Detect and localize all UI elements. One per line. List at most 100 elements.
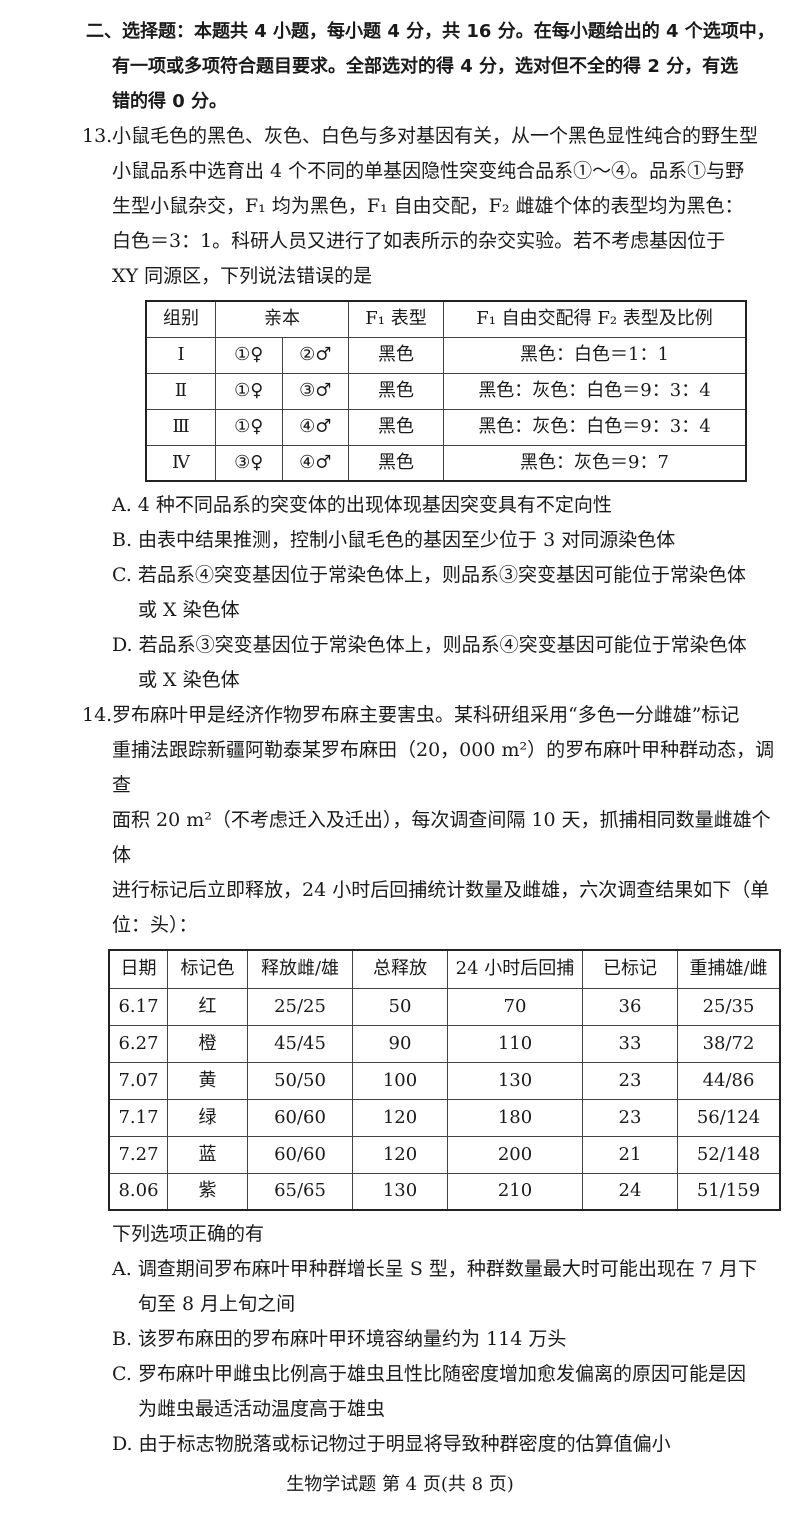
cell: 橙 [167,1024,248,1063]
cell: 紫 [167,1172,248,1211]
cell: 44/86 [677,1061,781,1100]
cell: 黑色 [348,372,444,410]
table-row: 6.27 橙 45/45 90 110 33 38/72 [108,1024,781,1063]
cell: 50/50 [247,1061,353,1100]
cell: 36 [582,987,678,1026]
header-cell: 标记色 [167,949,248,989]
question-stem-line: 小鼠毛色的黑色、灰色、白色与多对基因有关，从一个黑色显性纯合的野生型 [112,125,759,147]
cell: 51/159 [677,1172,781,1211]
cell: ④♂ [281,408,349,446]
cell: 黑色 [348,336,444,374]
cell: ①♀ [215,336,283,374]
option-c-continued: 为雌虫最适活动温度高于雄虫 [138,1398,386,1420]
cell: Ⅲ [145,408,216,446]
cell: 60/60 [247,1098,353,1137]
question-stem-line: 小鼠品系中选育出 4 个不同的单基因隐性突变纯合品系①～④。品系①与野 [112,160,745,182]
cell: 8.06 [108,1172,168,1211]
cell: Ⅳ [145,444,216,482]
cell: 25/35 [677,987,781,1026]
option-b: B. 该罗布麻田的罗布麻叶甲环境容纳量约为 114 万头 [112,1328,567,1350]
cell: 180 [447,1098,583,1137]
table-row: 8.06 紫 65/65 130 210 24 51/159 [108,1172,781,1211]
question-number: 13. [82,125,113,147]
table-header-row: 组别 亲本 F₁ 表型 F₁ 自由交配得 F₂ 表型及比例 [145,300,747,338]
header-cell: 已标记 [582,949,678,989]
cell: 7.17 [108,1098,168,1137]
section-header-line: 错的得 0 分。 [112,91,228,112]
table-header-row: 日期 标记色 释放雌/雄 总释放 24 小时后回捕 已标记 重捕雄/雌 [108,949,781,989]
cell: 23 [582,1061,678,1100]
cross-experiment-table: 组别 亲本 F₁ 表型 F₁ 自由交配得 F₂ 表型及比例 Ⅰ ①♀ ②♂ 黑色 黑色：… [145,300,747,482]
table-row: Ⅱ ①♀ ③♂ 黑色 黑色：灰色：白色＝9：3：4 [145,372,747,410]
cell: 210 [447,1172,583,1211]
table-row: 7.17 绿 60/60 120 180 23 56/124 [108,1098,781,1137]
cell: 38/72 [677,1024,781,1063]
cell: 130 [447,1061,583,1100]
cell: ①♀ [215,372,283,410]
cell: 110 [447,1024,583,1063]
header-cell: 24 小时后回捕 [447,949,583,989]
section-header-line: 有一项或多项符合题目要求。全部选对的得 4 分，选对但不全的得 2 分，有选 [112,56,739,77]
option-d-continued: 或 X 染色体 [138,669,240,691]
cell: 黑色 [348,408,444,446]
question-number: 14. [82,704,113,726]
question-stem-line: 面积 20 m²（不考虑迁入及迁出），每次调查间隔 10 天，抓捕相同数量雌雄个… [112,809,771,866]
cell: Ⅰ [145,336,216,374]
cell: 21 [582,1135,678,1174]
question-prompt: 下列选项正确的有 [112,1223,265,1245]
cell: 红 [167,987,248,1026]
header-cell: 组别 [145,300,216,338]
question-stem-line: 罗布麻叶甲是经济作物罗布麻主要害虫。某科研组采用“多色一分雌雄”标记 [112,704,740,726]
header-cell: F₁ 表型 [348,300,444,338]
cell: 52/148 [677,1135,781,1174]
question-stem-line: 进行标记后立即释放，24 小时后回捕统计数量及雌雄，六次调查结果如下（单 [112,879,770,901]
cell: 绿 [167,1098,248,1137]
table-row: Ⅲ ①♀ ④♂ 黑色 黑色：灰色：白色＝9：3：4 [145,408,747,446]
cell: 蓝 [167,1135,248,1174]
cell: ②♂ [281,336,349,374]
cell: 24 [582,1172,678,1211]
cell: 黄 [167,1061,248,1100]
header-cell: 重捕雄/雌 [677,949,781,989]
cell: 100 [352,1061,448,1100]
cell: 23 [582,1098,678,1137]
cell: 7.27 [108,1135,168,1174]
cell: 130 [352,1172,448,1211]
cell: 黑色：白色＝1：1 [443,336,747,374]
cell: ③♀ [215,444,283,482]
option-c-continued: 或 X 染色体 [138,599,240,621]
question-stem-line: 生型小鼠杂交，F₁ 均为黑色，F₁ 自由交配，F₂ 雌雄个体的表型均为黑色： [112,195,744,217]
question-stem-line: 重捕法跟踪新疆阿勒泰某罗布麻田（20，000 m²）的罗布麻叶甲种群动态，调查 [112,739,775,796]
question-13: 13. 小鼠毛色的黑色、灰色、白色与多对基因有关，从一个黑色显性纯合的野生型 小… [82,119,788,698]
header-cell: 亲本 [215,300,349,338]
cell: 90 [352,1024,448,1063]
cell: 6.17 [108,987,168,1026]
page-footer: 生物学试题 第 4 页(共 8 页) [286,1474,514,1495]
mark-recapture-table: 日期 标记色 释放雌/雄 总释放 24 小时后回捕 已标记 重捕雄/雌 6.17… [108,949,781,1211]
question-stem-line: XY 同源区，下列说法错误的是 [112,265,373,287]
section-header-line: 二、选择题：本题共 4 小题，每小题 4 分，共 16 分。在每小题给出的 4 … [86,21,775,42]
cell: 33 [582,1024,678,1063]
cell: ①♀ [215,408,283,446]
table-row: 7.07 黄 50/50 100 130 23 44/86 [108,1061,781,1100]
option-d: D. 由于标志物脱落或标记物过于明显将导致种群密度的估算值偏小 [112,1433,671,1455]
option-b: B. 由表中结果推测，控制小鼠毛色的基因至少位于 3 对同源染色体 [112,529,676,551]
cell: 65/65 [247,1172,353,1211]
cell: ③♂ [281,372,349,410]
option-d: D. 若品系③突变基因位于常染色体上，则品系④突变基因可能位于常染色体 [112,634,747,656]
question-stem-line: 白色＝3：1。科研人员又进行了如表所示的杂交实验。若不考虑基因位于 [112,230,726,252]
cell: 7.07 [108,1061,168,1100]
cell: 200 [447,1135,583,1174]
cell: 25/25 [247,987,353,1026]
option-a: A. 调查期间罗布麻叶甲种群增长呈 S 型，种群数量最大时可能出现在 7 月下 [112,1258,758,1280]
cell: 56/124 [677,1098,781,1137]
cell: 70 [447,987,583,1026]
option-c: C. 罗布麻叶甲雌虫比例高于雄虫且性比随密度增加愈发偏离的原因可能是因 [112,1363,746,1385]
cell: 60/60 [247,1135,353,1174]
header-cell: 释放雌/雄 [247,949,353,989]
cell: ④♂ [281,444,349,482]
table-row: Ⅰ ①♀ ②♂ 黑色 黑色：白色＝1：1 [145,336,747,374]
table-row: 7.27 蓝 60/60 120 200 21 52/148 [108,1135,781,1174]
cell: 黑色 [348,444,444,482]
cell: Ⅱ [145,372,216,410]
